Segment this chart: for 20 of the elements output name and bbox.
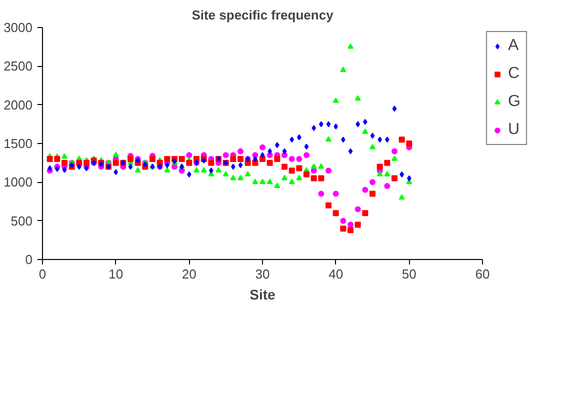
legend-label: G bbox=[508, 93, 522, 111]
y-tick-label: 500 bbox=[10, 213, 33, 228]
x-tick-label: 40 bbox=[328, 266, 344, 282]
x-tick-label: 0 bbox=[38, 266, 46, 282]
y-tick-label: 2000 bbox=[4, 97, 32, 112]
x-tick-label: 10 bbox=[108, 266, 124, 282]
y-tick-label: 1500 bbox=[4, 136, 32, 151]
y-tick-label: 1000 bbox=[4, 174, 32, 190]
x-tick-label: 20 bbox=[182, 266, 196, 282]
x-tick-label: 30 bbox=[255, 266, 270, 282]
y-tick-label: 3000 bbox=[4, 20, 32, 35]
x-tick-label: 50 bbox=[402, 266, 416, 282]
x-tick-label: 60 bbox=[475, 266, 490, 282]
y-tick-label: 0 bbox=[25, 252, 33, 267]
legend-label: A bbox=[508, 37, 520, 55]
chart-title: Site specific frequency bbox=[192, 8, 334, 22]
legend-label: U bbox=[508, 121, 521, 139]
legend-label: C bbox=[508, 65, 521, 83]
y-tick-label: 2500 bbox=[4, 58, 32, 74]
x-axis-title: Site bbox=[250, 286, 276, 302]
